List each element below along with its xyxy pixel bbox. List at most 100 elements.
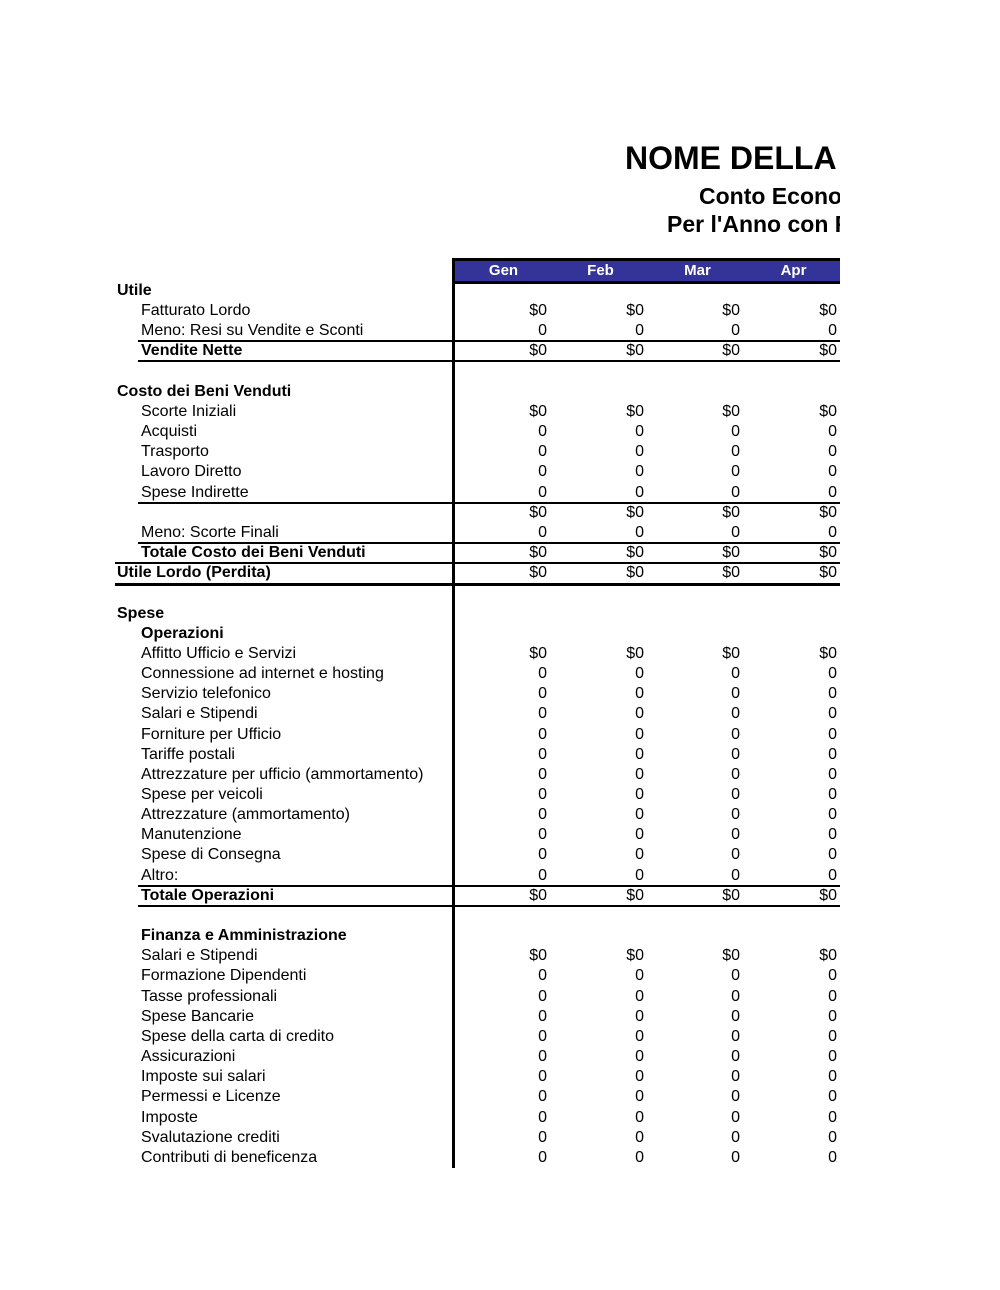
cell-apr: $0 (819, 564, 837, 582)
table-row: Spese Bancarie 0 0 0 0 (0, 1007, 840, 1027)
table-row: Spese della carta di credito 0 0 0 0 (0, 1027, 840, 1047)
table-row: Affitto Ufficio e Servizi $0 $0 $0 $0 (0, 644, 840, 664)
row-label: Contributi di beneficenza (141, 1148, 318, 1166)
table-row: Spese Indirette 0 0 0 0 (0, 483, 840, 504)
cell-apr: $0 (819, 644, 837, 662)
period-text: Per l'Anno con F (667, 211, 840, 237)
cell-apr: 0 (828, 705, 837, 723)
cell-mar: 0 (731, 1088, 740, 1106)
table-row: Spese per veicoli 0 0 0 0 (0, 785, 840, 805)
cell-feb: 0 (635, 1108, 644, 1126)
table-row (0, 362, 840, 382)
row-label: Vendite Nette (141, 342, 243, 360)
cell-feb: 0 (635, 665, 644, 683)
cell-feb: 0 (635, 1148, 644, 1166)
cell-gen: 0 (538, 705, 547, 723)
table-row: Spese di Consegna 0 0 0 0 (0, 845, 840, 865)
underline-divider (138, 501, 840, 504)
cell-feb: 0 (635, 685, 644, 703)
cell-gen: 0 (538, 1027, 547, 1045)
row-label: Costo dei Beni Venduti (117, 382, 292, 400)
cell-apr: $0 (819, 342, 837, 360)
cell-apr: 0 (828, 826, 837, 844)
cell-apr: 0 (828, 443, 837, 461)
cell-feb: $0 (626, 947, 644, 965)
row-label: Attrezzature per ufficio (ammortamento) (141, 765, 424, 783)
cell-mar: 0 (731, 1108, 740, 1126)
cell-mar: $0 (722, 503, 740, 521)
cell-mar: 0 (731, 1128, 740, 1146)
cell-feb: 0 (635, 523, 644, 541)
row-label: Formazione Dipendenti (141, 967, 307, 985)
row-label: Connessione ad internet e hosting (141, 665, 384, 683)
row-label: Lavoro Diretto (141, 463, 242, 481)
cell-mar: $0 (722, 402, 740, 420)
cell-apr: 0 (828, 685, 837, 703)
table-row: Scorte Iniziali $0 $0 $0 $0 (0, 402, 840, 422)
cell-gen: 0 (538, 322, 547, 340)
table-row: Connessione ad internet e hosting 0 0 0 0 (0, 664, 840, 684)
cell-feb: $0 (626, 342, 644, 360)
table-row: Finanza e Amministrazione (0, 926, 840, 946)
cell-feb: 0 (635, 705, 644, 723)
cell-mar: 0 (731, 322, 740, 340)
table-row (0, 906, 840, 926)
cell-feb: 0 (635, 1128, 644, 1146)
statement-name: Conto Econo (699, 183, 840, 209)
cell-mar: 0 (731, 1007, 740, 1025)
row-label: Manutenzione (141, 826, 242, 844)
cell-gen: 0 (538, 1048, 547, 1066)
month-header-apr: Apr (780, 262, 807, 279)
table-row: Meno: Scorte Finali 0 0 0 0 (0, 523, 840, 544)
table-row: Fatturato Lordo $0 $0 $0 $0 (0, 301, 840, 321)
cell-mar: $0 (722, 302, 740, 320)
cell-feb: $0 (626, 564, 644, 582)
table-row: Lavoro Diretto 0 0 0 0 (0, 462, 840, 482)
underline-divider (138, 884, 840, 887)
table-row: Permessi e Licenze 0 0 0 0 (0, 1087, 840, 1107)
cell-feb: $0 (626, 402, 644, 420)
table-row: Totale Costo dei Beni Venduti $0 $0 $0 $0 (0, 543, 840, 565)
row-label: Totale Costo dei Beni Venduti (141, 544, 366, 562)
table-row: Trasporto 0 0 0 0 (0, 442, 840, 462)
row-label: Permessi e Licenze (141, 1088, 281, 1106)
cell-feb: $0 (626, 503, 644, 521)
cell-apr: 0 (828, 1128, 837, 1146)
row-label: Servizio telefonico (141, 685, 271, 703)
row-label: Salari e Stipendi (141, 705, 258, 723)
month-header-mar: Mar (684, 262, 711, 279)
cell-feb: 0 (635, 967, 644, 985)
row-label: Scorte Iniziali (141, 402, 237, 420)
cell-apr: 0 (828, 745, 837, 763)
table-row: Acquisti 0 0 0 0 (0, 422, 840, 442)
cell-apr: $0 (819, 402, 837, 420)
row-label: Attrezzature (ammortamento) (141, 806, 350, 824)
cell-gen: $0 (529, 886, 547, 904)
cell-gen: $0 (529, 564, 547, 582)
cell-feb: 0 (635, 987, 644, 1005)
cell-gen: 0 (538, 1068, 547, 1086)
cell-gen: 0 (538, 1128, 547, 1146)
cell-gen: 0 (538, 665, 547, 683)
cell-gen: $0 (529, 544, 547, 562)
cell-feb: 0 (635, 745, 644, 763)
cell-apr: 0 (828, 1027, 837, 1045)
cell-gen: 0 (538, 483, 547, 501)
row-label: Spese (117, 604, 165, 622)
period-title: Per l'Anno con F (0, 211, 840, 239)
row-label: Assicurazioni (141, 1048, 236, 1066)
cell-mar: 0 (731, 1148, 740, 1166)
cell-gen: 0 (538, 826, 547, 844)
company-name: NOME DELLA (625, 140, 837, 176)
cell-feb: 0 (635, 846, 644, 864)
cell-gen: $0 (529, 644, 547, 662)
cell-apr: $0 (819, 886, 837, 904)
cell-feb: 0 (635, 1027, 644, 1045)
table-row: Tasse professionali 0 0 0 0 (0, 987, 840, 1007)
cell-gen: 0 (538, 1007, 547, 1025)
table-row: Altro: 0 0 0 0 (0, 866, 840, 887)
cell-apr: 0 (828, 1088, 837, 1106)
table-row: Attrezzature per ufficio (ammortamento) 0… (0, 765, 840, 785)
cell-apr: 0 (828, 1148, 837, 1166)
table-row: Utile Lordo (Perdita) $0 $0 $0 $0 (0, 563, 840, 587)
